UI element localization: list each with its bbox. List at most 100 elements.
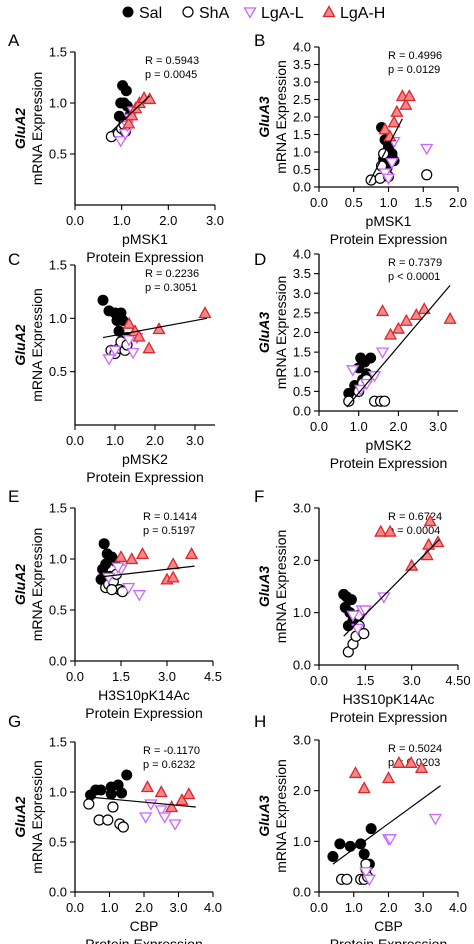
series-lga-h (375, 302, 457, 340)
data-point (132, 590, 147, 602)
y-tick-label: 1.5 (293, 127, 311, 142)
y-tick-label: 1.0 (49, 311, 67, 326)
series-lga-l (359, 813, 443, 887)
x-axis-subtitle: Protein Expression (330, 936, 448, 944)
y-tick-label: 0.5 (49, 835, 67, 850)
y-axis-gene-label: GluA3 (256, 96, 272, 137)
legend-label: Sal (139, 5, 162, 22)
regression-line (88, 796, 196, 808)
y-axis-title: mRNA Expression (273, 276, 289, 390)
panel-h: H 0.0 1.0 2.0 3.0 4.0 0.0 1.0 2.0 3.0 CBP Protein E… (254, 712, 467, 944)
data-point (399, 313, 413, 326)
r-value: R = 0.2236 (145, 268, 199, 280)
y-tick-label: 1.0 (49, 552, 67, 567)
data-point (132, 329, 146, 342)
panel-e: E 0.0 1.5 3.0 4.5 0.0 0.5 1.0 1.5 H3S10pK14Ac Prot… (8, 487, 222, 721)
x-axis-title: H3S10pK14Ac (343, 691, 435, 707)
y-tick-label: 3.0 (293, 501, 311, 516)
data-point (175, 793, 189, 806)
y-tick-label: 2.0 (293, 553, 311, 568)
y-tick-label: 3.5 (293, 266, 311, 281)
data-point (387, 115, 401, 128)
y-tick-label: 1.0 (49, 785, 67, 800)
regression-line (102, 317, 208, 339)
data-point (327, 851, 339, 863)
data-point (443, 311, 457, 324)
y-tick-label: 1.5 (293, 345, 311, 360)
y-tick-label: 0.5 (293, 162, 311, 177)
panel-letter: D (254, 250, 266, 269)
x-axis-subtitle: Protein Expression (86, 249, 204, 265)
y-axis-title: mRNA Expression (29, 288, 45, 402)
data-point (344, 840, 356, 852)
data-point (154, 785, 168, 798)
panel-letter: G (8, 712, 21, 731)
legend-item-sal: Sal (122, 5, 162, 22)
p-value: p = 0.0045 (145, 69, 197, 81)
data-point (391, 321, 406, 334)
panel-f: F 0.0 1.5 3.0 4.50 0.0 1.0 2.0 3.0 H3S10pK14Ac Pro… (254, 487, 471, 725)
data-point (120, 85, 132, 97)
y-tick-label: 0.5 (49, 147, 67, 162)
regression-line (368, 118, 403, 184)
data-point (182, 787, 196, 800)
data-point (125, 552, 139, 565)
x-tick-label: 0.0 (66, 900, 84, 915)
data-point (144, 799, 158, 811)
x-tick-label: 1.0 (100, 900, 118, 915)
r-value: R = 0.1414 (143, 511, 197, 523)
data-point (378, 395, 391, 407)
x-tick-label: 1.0 (106, 433, 124, 448)
data-point (365, 823, 377, 835)
y-tick-label: 1.0 (293, 145, 311, 160)
panel-letter: B (254, 31, 265, 50)
panel-letter: C (8, 250, 20, 269)
data-point (399, 97, 413, 110)
series-lga-h (122, 306, 212, 354)
data-point (409, 307, 423, 320)
x-tick-label: 4.5 (204, 669, 222, 684)
x-axis-subtitle: Protein Expression (85, 705, 203, 721)
series-sha (365, 148, 433, 186)
x-tick-label: 1.0 (113, 213, 131, 228)
y-axis-gene-label: GluA3 (256, 312, 272, 353)
series-lga-h (348, 755, 429, 794)
x-tick-label: 4.0 (449, 900, 467, 915)
x-tick-label: 2.0 (389, 419, 407, 434)
x-axis-subtitle: Protein Expression (86, 469, 204, 485)
y-tick-label: 3.0 (293, 733, 311, 748)
r-value: R = 0.5943 (145, 55, 199, 67)
data-point (375, 304, 390, 317)
y-tick-label: 3.5 (293, 57, 311, 72)
y-tick-label: 2.0 (293, 783, 311, 798)
series-lga-h (140, 780, 196, 813)
series-sha (83, 798, 129, 833)
y-tick-label: 3.0 (293, 75, 311, 90)
y-tick-label: 1.5 (49, 45, 67, 60)
x-axis-title: CBP (374, 918, 403, 934)
data-point (404, 755, 418, 768)
x-tick-label: 1.5 (112, 669, 130, 684)
data-point (342, 620, 354, 632)
data-point (358, 848, 370, 860)
y-tick-label: 0.5 (49, 364, 67, 379)
data-point (105, 788, 117, 800)
y-tick-label: 1.0 (293, 364, 311, 379)
y-tick-label: 0.0 (49, 885, 67, 900)
p-value: p = 0.0129 (388, 64, 440, 76)
data-point (348, 766, 363, 779)
y-tick-label: 1.0 (49, 96, 67, 111)
x-tick-label: 4.50 (445, 673, 470, 688)
x-axis-title: pMSK2 (122, 451, 168, 467)
data-point (405, 558, 419, 571)
y-axis-gene-label: GluA3 (256, 566, 272, 607)
data-point (383, 524, 397, 537)
x-tick-label: 3.0 (414, 900, 432, 915)
data-point (152, 322, 166, 335)
y-tick-label: 0.0 (49, 654, 67, 669)
data-point (428, 813, 443, 826)
data-point (420, 143, 434, 156)
r-value: R = 0.7379 (388, 257, 442, 269)
legend-marker (322, 5, 336, 18)
